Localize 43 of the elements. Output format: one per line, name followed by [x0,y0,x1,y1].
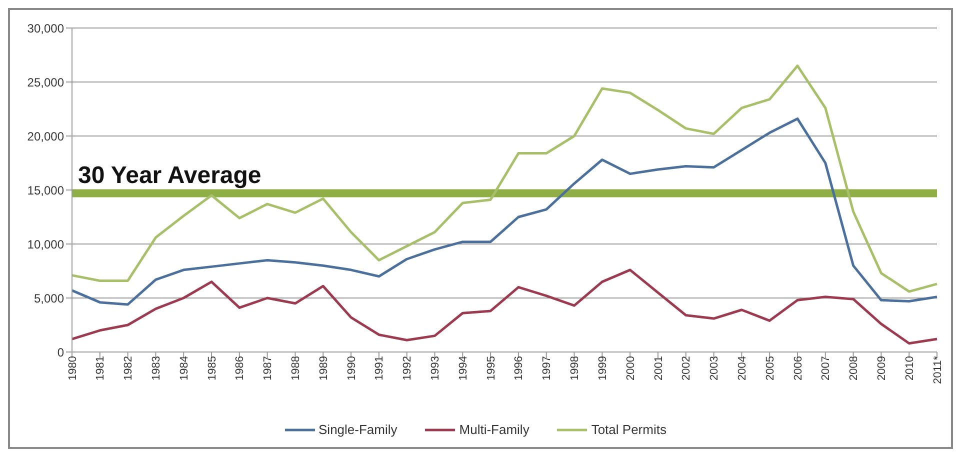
ref-line-label: 30 Year Average [78,162,262,190]
x-tick-label: 2006 [792,356,804,380]
x-tick-label: 1984 [178,356,190,380]
x-tick-label: 1998 [569,356,582,380]
x-tick-label: 1989 [318,356,330,380]
x-tick-label: 2003 [708,356,721,380]
x-tick-label: 2000 [624,356,637,380]
x-tick-label: 1985 [206,356,218,380]
x-tick-label: 1982 [122,356,135,380]
x-tick-label: 2010 [904,356,916,380]
x-tick-label: 1983 [150,356,163,380]
x-tick-label: 1988 [290,356,302,380]
legend-label: Multi-Family [458,422,530,437]
legend-label: Total Permits [590,422,666,437]
x-tick-label: 1990 [346,356,358,380]
x-tick-label: 1996 [513,356,526,380]
y-tick-label: 15,000 [27,183,64,198]
y-tick-label: 20,000 [27,129,64,144]
y-tick-label: 25,000 [27,75,64,90]
x-tick-label: 1999 [596,356,609,380]
x-tick-label: 1980 [66,356,79,380]
x-tick-label: 1995 [485,356,498,380]
legend-label: Single-Family [318,422,398,437]
x-tick-label: 2004 [736,356,748,380]
x-tick-label: 1981 [94,356,107,380]
y-tick-label: 30,000 [27,21,64,36]
y-tick-label: 10,000 [27,237,64,252]
x-tick-label: 1994 [457,356,470,380]
x-tick-label: 2009 [876,356,888,380]
x-tick-label: 2008 [848,356,860,380]
x-tick-label: 2002 [680,356,693,380]
x-tick-label: 1993 [430,356,442,380]
x-tick-label: 1997 [541,356,554,380]
x-tick-label: 2001 [652,356,665,380]
y-tick-label: 0 [57,345,64,360]
x-tick-label: 1991 [374,356,386,380]
x-tick-label: 1992 [402,356,414,380]
x-tick-label: 1986 [234,356,246,380]
x-tick-label: 1987 [262,356,274,380]
x-tick-label: 2005 [764,356,776,380]
y-tick-label: 5,000 [34,291,64,306]
x-tick-label: 2007 [820,356,832,380]
x-tick-label: 2011* [932,355,944,384]
